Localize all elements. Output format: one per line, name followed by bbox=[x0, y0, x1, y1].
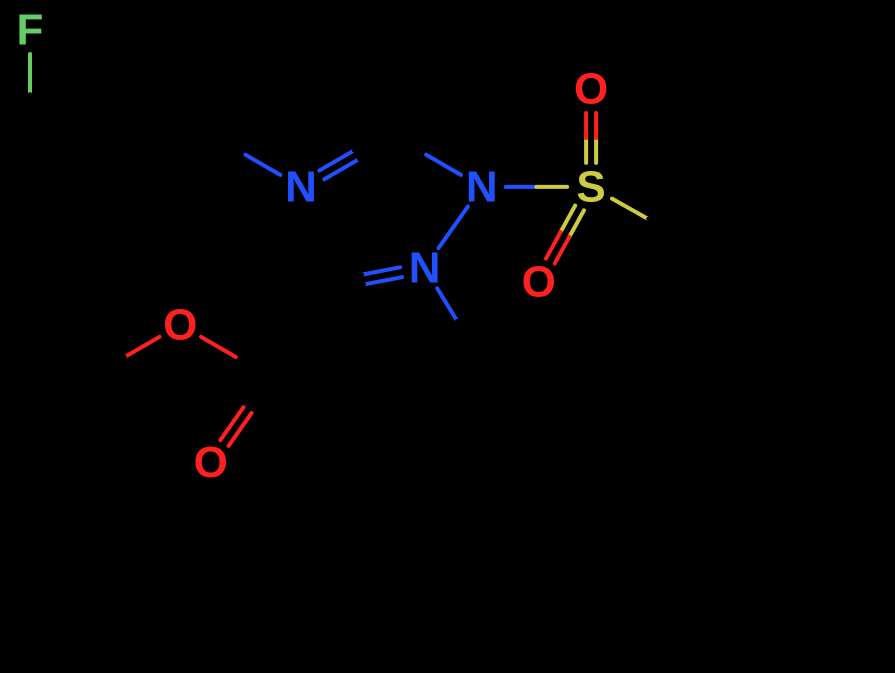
atom-label-f: F bbox=[17, 6, 44, 55]
atom-label-n: N bbox=[285, 162, 317, 211]
diagram-background bbox=[0, 0, 895, 673]
atom-label-o: O bbox=[522, 258, 556, 307]
atom-label-n: N bbox=[466, 162, 498, 211]
molecule-diagram: FNNNOOSOO bbox=[0, 0, 895, 673]
atom-label-o: O bbox=[163, 300, 197, 349]
atom-label-o: O bbox=[574, 64, 608, 113]
atom-label-o: O bbox=[194, 438, 228, 487]
atom-label-s: S bbox=[576, 162, 605, 211]
atom-label-n: N bbox=[409, 243, 441, 292]
